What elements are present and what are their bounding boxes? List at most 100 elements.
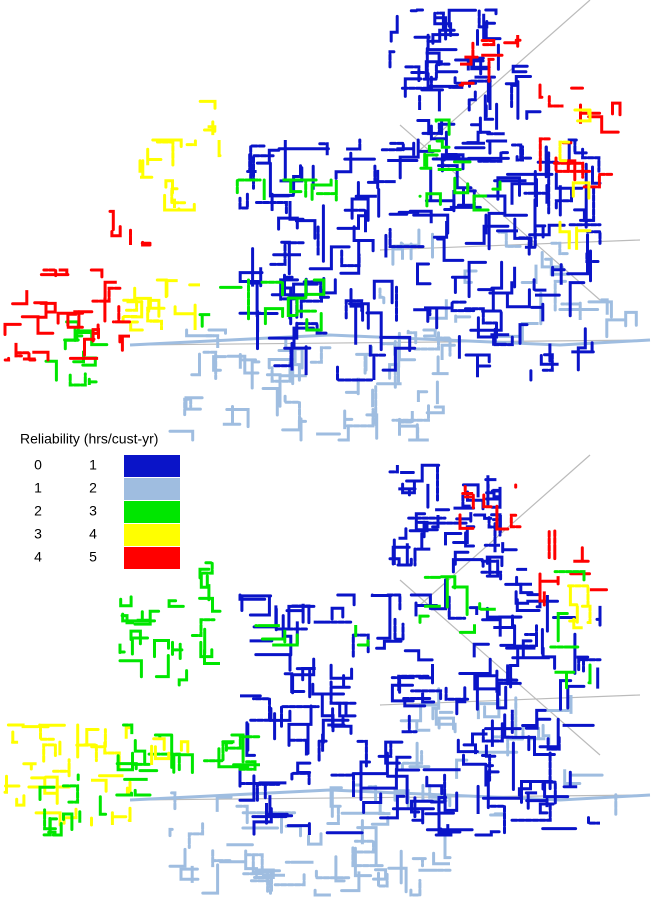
feeder-segment: [377, 641, 401, 648]
feeder-segment: [540, 85, 542, 97]
feeder-segment: [347, 410, 373, 426]
feeder-segment: [390, 52, 394, 68]
feeder-segment: [442, 345, 454, 360]
feeder-segment: [201, 642, 212, 656]
feeder-segment: [240, 776, 254, 800]
network-map: [5, 455, 650, 895]
legend-from: 1: [34, 480, 42, 496]
feeder-segment: [74, 351, 84, 362]
feeder-segment: [247, 723, 255, 756]
feeder-segment: [70, 374, 85, 385]
feeder-segment: [54, 760, 70, 777]
feeder-segment: [552, 243, 567, 253]
legend-swatch: [124, 501, 180, 523]
feeder-segment: [411, 880, 420, 895]
feeder-segment: [157, 142, 173, 165]
feeder-segment: [46, 361, 56, 380]
feeder-segment: [437, 13, 443, 29]
feeder-segment: [293, 365, 300, 384]
feeder-segment: [503, 542, 517, 552]
feeder-segment: [486, 10, 496, 14]
feeder-segment: [237, 806, 247, 823]
feeder-segment: [121, 597, 131, 606]
feeder-segment: [209, 330, 226, 333]
feeder-segment: [290, 201, 303, 219]
feeder-segment: [312, 180, 331, 199]
legend-swatch: [124, 524, 180, 546]
feeder-segment: [445, 836, 450, 858]
feeder-segment: [517, 577, 532, 584]
feeder-segment: [438, 239, 463, 260]
feeder-segment: [262, 630, 284, 642]
feeder-segment: [346, 140, 360, 149]
feeder-segment: [309, 834, 322, 844]
feeder-segment: [522, 324, 538, 342]
legend-to: 2: [89, 480, 97, 496]
feeder-segment: [46, 777, 58, 803]
feeder-segment: [324, 279, 336, 293]
legend-from: 0: [34, 457, 42, 473]
feeder-segment: [120, 644, 124, 653]
feeder-segment: [316, 871, 348, 878]
feeder-segment: [338, 595, 354, 605]
legend-from: 3: [34, 526, 42, 542]
legend-to: 1: [89, 457, 97, 473]
feeder-segment: [112, 813, 125, 825]
feeder-segment: [582, 606, 590, 622]
feeder-segment: [290, 740, 307, 755]
feeder-segment: [393, 406, 429, 421]
feeder-segment: [470, 608, 476, 615]
feeder-segment: [5, 358, 9, 360]
network-maps: [5, 0, 650, 895]
feeder-segment: [355, 841, 373, 852]
feeder-segment: [105, 282, 117, 299]
feeder-segment: [527, 112, 540, 119]
feeder-segment: [317, 180, 336, 200]
feeder-segment: [420, 664, 433, 683]
feeder-segment: [449, 10, 475, 26]
feeder-segment: [205, 122, 213, 135]
feeder-segment: [151, 321, 162, 330]
feeder-segment: [100, 797, 105, 815]
feeder-segment: [251, 699, 270, 721]
legend-title: Reliability (hrs/cust-yr): [20, 431, 158, 447]
feeder-segment: [256, 655, 290, 671]
feeder-segment: [336, 153, 351, 178]
feeder-segment: [429, 145, 439, 151]
feeder-segment: [170, 793, 175, 809]
feeder-segment: [413, 310, 428, 322]
feeder-segment: [181, 869, 198, 879]
feeder-segment: [157, 280, 166, 297]
feeder-segment: [201, 574, 207, 587]
feeder-segment: [265, 309, 282, 324]
feeder-segment: [460, 624, 474, 632]
feeder-segment: [413, 859, 426, 866]
feeder-segment: [167, 281, 178, 296]
feeder-segment: [589, 816, 601, 824]
feeder-segment: [390, 465, 397, 472]
feeder-segment: [5, 776, 7, 792]
feeder-segment: [513, 66, 527, 72]
feeder-segment: [469, 92, 475, 110]
feeder-segment: [174, 755, 193, 773]
feeder-segment: [354, 227, 373, 251]
trunk: [130, 790, 650, 800]
feeder-segment: [170, 431, 193, 440]
feeder-segment: [200, 315, 210, 327]
feeder-segment: [219, 140, 220, 156]
feeder-segment: [140, 161, 152, 178]
feeder-segment: [402, 716, 417, 731]
feeder-segment: [363, 769, 397, 788]
feeder-segment: [89, 379, 96, 385]
feeder-segment: [542, 576, 558, 584]
feeder-segment: [446, 132, 456, 154]
feeder-segment: [463, 487, 473, 494]
feeder-segment: [131, 324, 143, 330]
feeder-segment: [578, 329, 585, 370]
legend: Reliability (hrs/cust-yr) 0112233445: [20, 431, 180, 569]
feeder-segment: [424, 330, 435, 336]
feeder-segment: [286, 826, 300, 836]
legend-swatch: [124, 547, 180, 569]
feeder-segment: [476, 832, 499, 835]
feeder-segment: [607, 320, 624, 337]
